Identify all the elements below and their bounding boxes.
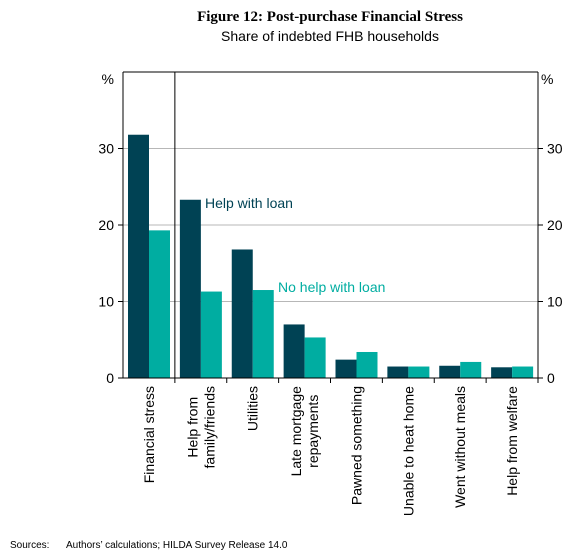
bar-help-with-loan (283, 324, 305, 378)
chart-title: Figure 12: Post-purchase Financial Stres… (197, 9, 463, 25)
bar-no-help-with-loan (200, 291, 222, 378)
bar-no-help-with-loan (149, 230, 170, 378)
y-tick-label-left: 10 (98, 294, 114, 310)
bar-no-help-with-loan (460, 361, 482, 378)
y-tick-label-left: 20 (98, 217, 114, 233)
y-tick-label-right: 20 (547, 217, 563, 233)
y-tick-label-right: 30 (547, 141, 563, 157)
x-tick-label-line: Pawned something (348, 386, 364, 505)
x-tick-label: Went without meals (452, 386, 468, 508)
x-tick-label-line: Help from (184, 397, 200, 458)
series-label-no-help-with-loan: No help with loan (278, 279, 385, 295)
x-tick-label-line: Unable to heat home (400, 386, 416, 516)
bar-no-help-with-loan (252, 290, 274, 378)
bar-help-with-loan (335, 359, 357, 378)
x-tick-label-line: Financial stress (141, 386, 157, 483)
sources-text: Authors’ calculations; HILDA Survey Rele… (66, 540, 288, 551)
x-tick-label: Financial stress (141, 386, 157, 483)
bar-help-with-loan (387, 366, 409, 378)
y-unit-left: % (102, 71, 114, 87)
bar-no-help-with-loan (512, 366, 534, 378)
x-tick-label: Unable to heat home (400, 386, 416, 516)
series-label-help-with-loan: Help with loan (205, 195, 293, 211)
y-tick-label-right: 0 (547, 370, 555, 386)
x-tick-label-line: Late mortgage (288, 386, 304, 476)
bar-no-help-with-loan (408, 366, 430, 378)
bar-no-help-with-loan (356, 351, 378, 378)
x-tick-label: Late mortgagerepayments (288, 386, 321, 476)
y-unit-right: % (541, 71, 553, 87)
y-tick-label-left: 30 (98, 141, 114, 157)
y-tick-label-right: 10 (547, 294, 563, 310)
bar-help-with-loan (179, 199, 201, 378)
x-tick-label-line: Went without meals (452, 386, 468, 508)
x-tick-label-line: Utilities (245, 386, 261, 431)
bar-chart: 0 0 10 10 20 20 30 30% % Financial stress Help fro… (98, 71, 563, 516)
x-tick-label-line: family/friends (201, 386, 217, 468)
bar-help-with-loan (491, 367, 513, 378)
x-tick-label: Utilities (245, 386, 261, 431)
x-tick-label-line: repayments (305, 395, 321, 468)
bar-help-with-loan (231, 249, 253, 378)
bar-no-help-with-loan (304, 337, 326, 378)
y-tick-label-left: 0 (106, 370, 114, 386)
chart-subtitle: Share of indebted FHB households (221, 28, 439, 44)
sources-note: Sources: Authors’ calculations; HILDA Sur… (10, 540, 287, 551)
bar-help-with-loan (128, 134, 149, 378)
sources-label: Sources: (10, 540, 50, 551)
x-tick-label: Help from welfare (504, 386, 520, 496)
x-tick-label: Help fromfamily/friends (184, 386, 217, 468)
x-tick-label-line: Help from welfare (504, 386, 520, 496)
bar-help-with-loan (439, 365, 461, 378)
x-tick-label: Pawned something (348, 386, 364, 505)
